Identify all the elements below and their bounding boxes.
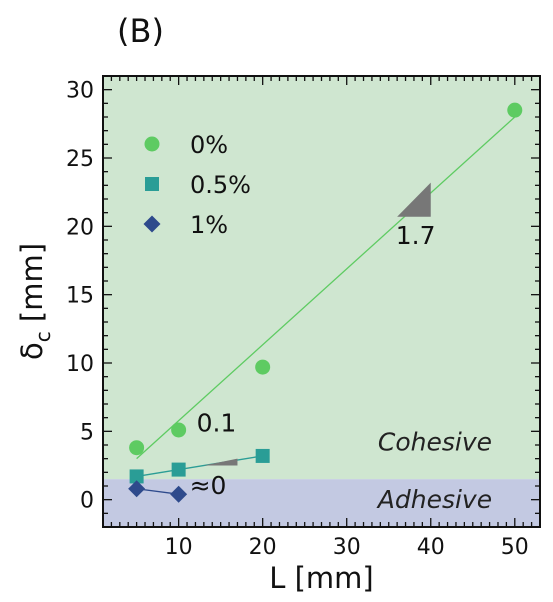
fit-line-1: [136, 116, 516, 460]
legend-marker-3: [143, 215, 161, 233]
regions-layer: [103, 76, 540, 527]
slope-triangles-layer: [203, 182, 431, 466]
x-tick-label: 30: [333, 535, 361, 560]
data-point-s2-3: [255, 448, 270, 463]
x-axis-label: L [mm]: [269, 561, 374, 595]
y-axis-label-main: δ: [15, 342, 49, 360]
y-axis-label-sub: c: [31, 331, 55, 342]
region-adhesive: [103, 479, 540, 527]
legend: 0% 0.5% 1%: [143, 131, 251, 239]
legend-label-2: 0.5%: [190, 171, 251, 199]
y-tick-label: 0: [80, 489, 94, 514]
slope-label-1: 1.7: [396, 221, 436, 250]
data-point-s1-1: [129, 440, 145, 456]
data-markers-layer: [128, 102, 523, 503]
slope-label-3: ≈0: [190, 471, 227, 500]
legend-label-3: 1%: [190, 211, 228, 239]
slope-label-2: 0.1: [197, 408, 237, 437]
region-cohesive: [103, 76, 540, 480]
data-point-s2-2: [171, 462, 186, 477]
ticks-layer: [102, 75, 541, 528]
y-tick-label: 15: [66, 284, 94, 309]
y-tick-label: 30: [66, 79, 94, 104]
legend-marker-2: [145, 177, 159, 191]
data-point-s2-1: [129, 469, 144, 484]
y-tick-label: 20: [66, 215, 94, 240]
data-point-s1-3: [255, 359, 271, 375]
slope-triangle-1: [397, 182, 431, 217]
data-point-s1-4: [507, 102, 523, 118]
y-tick-label: 25: [66, 147, 94, 172]
labels-layer: Cohesive Adhesive 1.7 0.1 ≈0 10 20 30 40 50 0 5 10 15…: [15, 79, 529, 595]
data-point-s3-2: [170, 485, 188, 503]
legend-label-1: 0%: [190, 131, 228, 159]
region-label-cohesive: Cohesive: [378, 427, 492, 456]
y-axis-label-unit: [mm]: [15, 243, 49, 331]
data-point-s1-2: [171, 422, 187, 438]
region-label-adhesive: Adhesive: [376, 485, 492, 514]
panel-label: (B): [117, 12, 164, 50]
y-axis-label: δc [mm]: [15, 243, 55, 360]
fit-line-2: [136, 455, 263, 478]
legend-marker-1: [144, 136, 160, 152]
x-tick-label: 10: [165, 535, 193, 560]
x-tick-label: 20: [249, 535, 277, 560]
data-point-s3-1: [128, 480, 146, 498]
y-tick-label: 5: [80, 420, 94, 445]
x-tick-label: 50: [501, 535, 529, 560]
slope-triangle-2: [203, 458, 238, 466]
x-tick-label: 40: [417, 535, 445, 560]
y-tick-label: 10: [66, 352, 94, 377]
